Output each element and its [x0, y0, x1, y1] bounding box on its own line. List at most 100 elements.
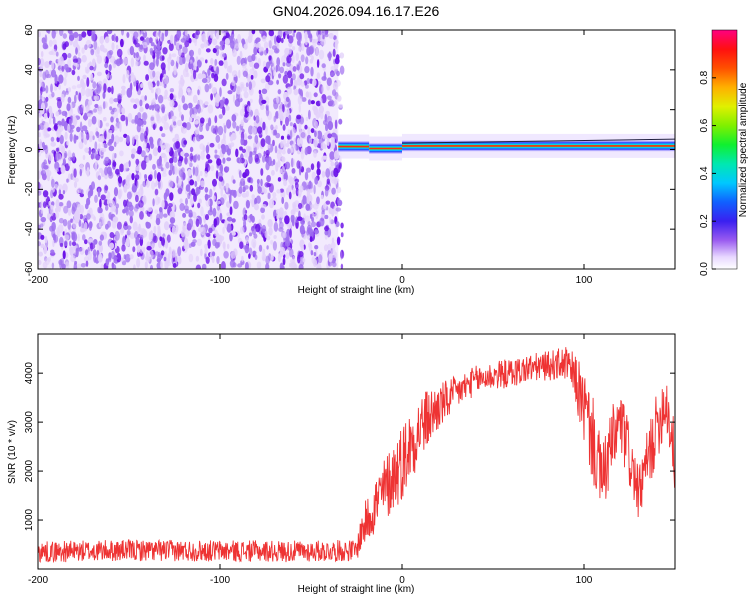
- noise-speckle: [178, 177, 183, 186]
- noise-speckle: [166, 261, 171, 267]
- noise-speckle: [279, 66, 285, 74]
- noise-speckle: [167, 203, 173, 208]
- noise-speckle: [111, 42, 115, 51]
- noise-speckle: [116, 48, 123, 58]
- noise-speckle: [327, 120, 334, 131]
- noise-speckle: [204, 194, 211, 199]
- noise-speckle: [189, 49, 195, 57]
- noise-speckle: [78, 219, 82, 227]
- noise-speckle: [255, 195, 261, 204]
- noise-speckle: [333, 167, 339, 178]
- noise-speckle: [100, 263, 104, 269]
- noise-speckle: [298, 32, 302, 43]
- noise-speckle: [318, 254, 323, 264]
- noise-speckle: [229, 64, 233, 74]
- noise-speckle: [154, 209, 158, 214]
- noise-speckle: [260, 207, 265, 214]
- noise-speckle: [214, 58, 218, 66]
- noise-speckle: [210, 57, 214, 65]
- noise-speckle: [181, 127, 187, 134]
- noise-speckle: [250, 34, 253, 42]
- noise-speckle: [293, 88, 299, 96]
- noise-speckle: [64, 41, 69, 48]
- noise-speckle: [243, 185, 249, 190]
- noise-speckle: [322, 119, 328, 126]
- noise-speckle: [282, 103, 285, 113]
- noise-speckle: [178, 104, 181, 112]
- noise-speckle: [229, 134, 234, 142]
- noise-speckle: [135, 158, 140, 166]
- noise-speckle: [103, 117, 107, 122]
- noise-speckle: [321, 170, 325, 178]
- x-tick-label: -200: [28, 275, 48, 286]
- noise-speckle: [156, 80, 160, 87]
- noise-speckle: [302, 195, 307, 205]
- noise-speckle: [152, 123, 156, 130]
- noise-speckle: [76, 84, 82, 89]
- noise-speckle: [174, 133, 179, 139]
- noise-speckle: [83, 112, 88, 121]
- noise-speckle: [226, 243, 230, 250]
- noise-speckle: [145, 103, 150, 110]
- noise-speckle: [205, 163, 211, 172]
- noise-speckle: [184, 152, 190, 158]
- noise-speckle: [297, 95, 303, 105]
- noise-speckle: [99, 234, 104, 241]
- noise-speckle: [297, 39, 301, 46]
- noise-speckle: [289, 248, 294, 258]
- noise-speckle: [305, 91, 310, 98]
- noise-speckle: [51, 201, 55, 207]
- noise-speckle: [45, 169, 52, 177]
- noise-speckle: [182, 212, 187, 218]
- noise-speckle: [287, 184, 292, 193]
- noise-speckle: [339, 65, 345, 75]
- noise-speckle: [77, 75, 80, 81]
- noise-speckle: [75, 91, 78, 96]
- noise-speckle: [270, 124, 274, 131]
- noise-speckle: [304, 38, 308, 46]
- noise-speckle: [53, 85, 58, 91]
- noise-speckle: [44, 44, 49, 49]
- noise-speckle: [273, 48, 280, 54]
- noise-speckle: [93, 40, 98, 50]
- noise-speckle: [115, 168, 120, 175]
- noise-speckle: [104, 62, 109, 69]
- noise-speckle: [296, 63, 299, 70]
- noise-speckle: [207, 68, 211, 77]
- noise-speckle: [282, 74, 289, 84]
- noise-speckle: [287, 175, 293, 183]
- noise-speckle: [219, 197, 225, 206]
- noise-speckle: [97, 206, 102, 214]
- noise-speckle: [217, 125, 224, 136]
- noise-speckle: [229, 194, 232, 204]
- noise-speckle: [119, 163, 124, 173]
- noise-speckle: [308, 46, 314, 55]
- noise-speckle: [300, 147, 304, 155]
- noise-speckle: [192, 166, 196, 176]
- noise-speckle: [313, 38, 318, 43]
- noise-speckle: [218, 181, 222, 189]
- noise-speckle: [129, 254, 134, 260]
- noise-speckle: [336, 70, 340, 77]
- noise-speckle: [332, 48, 336, 57]
- noise-speckle: [125, 116, 128, 127]
- noise-speckle: [51, 48, 57, 56]
- noise-speckle: [120, 114, 126, 122]
- noise-speckle: [104, 185, 109, 191]
- noise-speckle: [124, 253, 131, 263]
- noise-speckle: [109, 129, 113, 135]
- noise-speckle: [148, 81, 153, 91]
- noise-speckle: [159, 236, 163, 242]
- noise-speckle: [45, 85, 49, 94]
- noise-speckle: [246, 105, 252, 113]
- noise-speckle: [216, 204, 221, 211]
- noise-speckle: [221, 78, 227, 87]
- noise-speckle: [130, 98, 136, 103]
- noise-speckle: [294, 182, 299, 190]
- noise-speckle: [258, 45, 262, 53]
- noise-speckle: [45, 257, 50, 265]
- noise-speckle: [126, 87, 133, 98]
- noise-speckle: [189, 179, 195, 186]
- noise-speckle: [149, 62, 155, 71]
